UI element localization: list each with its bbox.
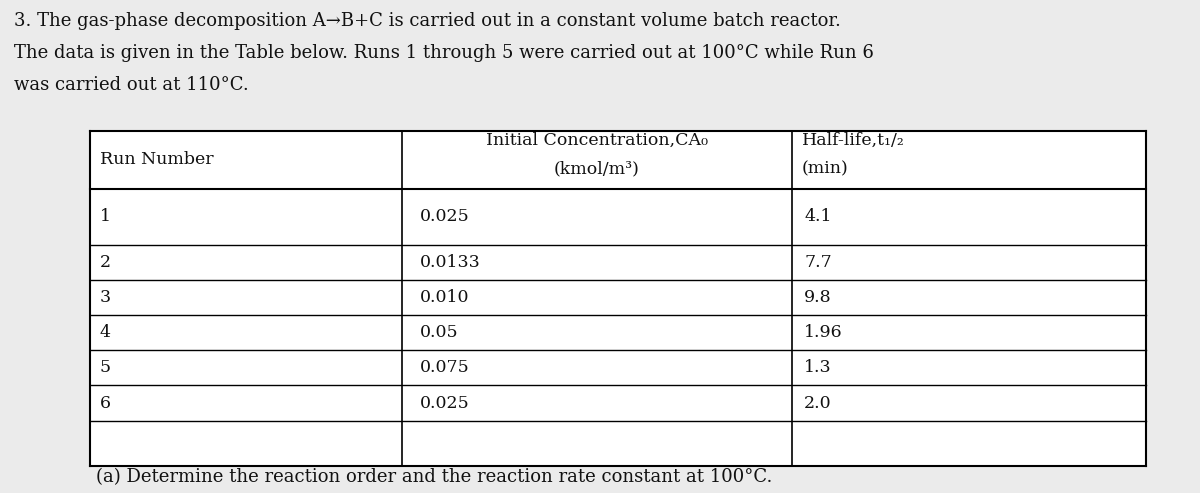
Text: 0.075: 0.075 xyxy=(420,359,469,376)
Text: 0.025: 0.025 xyxy=(420,209,469,225)
Text: 0.010: 0.010 xyxy=(420,289,469,306)
Text: 9.8: 9.8 xyxy=(804,289,832,306)
Text: 1.96: 1.96 xyxy=(804,324,842,341)
Text: (a) Determine the reaction order and the reaction rate constant at 100°C.: (a) Determine the reaction order and the… xyxy=(96,468,773,487)
Text: 2: 2 xyxy=(100,254,110,271)
Text: 0.025: 0.025 xyxy=(420,394,469,412)
Text: 7.7: 7.7 xyxy=(804,254,832,271)
Text: 0.05: 0.05 xyxy=(420,324,458,341)
Text: was carried out at 110°C.: was carried out at 110°C. xyxy=(14,76,250,95)
Text: Half-life,t₁/₂: Half-life,t₁/₂ xyxy=(802,132,905,149)
Text: 0.0133: 0.0133 xyxy=(420,254,480,271)
Text: 2.0: 2.0 xyxy=(804,394,832,412)
Text: The data is given in the Table below. Runs 1 through 5 were carried out at 100°C: The data is given in the Table below. Ru… xyxy=(14,44,875,63)
Text: 6: 6 xyxy=(100,394,110,412)
Text: Run Number: Run Number xyxy=(100,151,214,169)
Text: Initial Concentration,CA₀: Initial Concentration,CA₀ xyxy=(486,132,708,149)
Text: 1: 1 xyxy=(100,209,110,225)
Text: 1.3: 1.3 xyxy=(804,359,832,376)
Text: (min): (min) xyxy=(802,160,848,177)
Text: 4: 4 xyxy=(100,324,110,341)
Text: 5: 5 xyxy=(100,359,110,376)
Text: 3. The gas-phase decomposition A→B+C is carried out in a constant volume batch r: 3. The gas-phase decomposition A→B+C is … xyxy=(14,12,841,31)
Text: 4.1: 4.1 xyxy=(804,209,832,225)
Text: 3: 3 xyxy=(100,289,110,306)
Text: (kmol/m³): (kmol/m³) xyxy=(554,160,640,177)
